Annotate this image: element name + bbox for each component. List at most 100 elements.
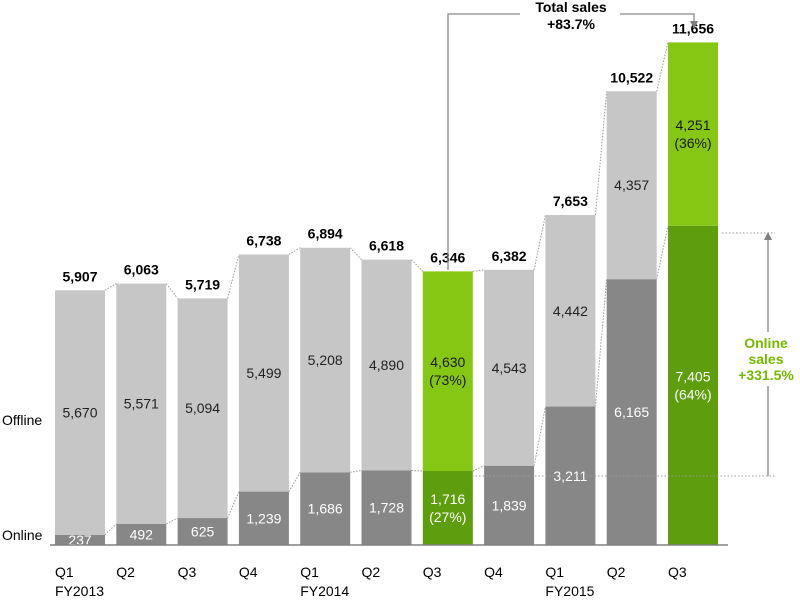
online-growth-title-2: sales (748, 351, 783, 367)
offline-label-2: 5,094 (185, 400, 220, 416)
connector-online-0 (104, 523, 117, 536)
online-pct-label-10: (64%) (674, 386, 711, 402)
bar-online-10 (668, 225, 718, 545)
total-label-5: 6,618 (369, 238, 404, 254)
total-label-1: 6,063 (124, 262, 159, 278)
online-label-3: 1,239 (246, 510, 281, 526)
connector-online-6 (472, 465, 485, 472)
bar-offline-1 (116, 283, 167, 524)
bar-online-6 (422, 471, 473, 545)
connector-online-8 (594, 279, 608, 407)
connector-top-6 (472, 269, 485, 272)
total-label-8: 7,653 (553, 193, 588, 209)
offline-pct-label-10: (36%) (674, 135, 711, 151)
online-label-2: 625 (191, 524, 215, 540)
online-pct-label-6: (27%) (429, 509, 466, 525)
offline-label-4: 5,208 (308, 352, 343, 368)
bar-online-5 (361, 470, 412, 545)
connector-online-2 (227, 491, 240, 519)
x-tick-label-7-0: Q4 (484, 564, 503, 580)
online-label-5: 1,728 (369, 500, 404, 516)
x-tick-label-6-0: Q3 (423, 564, 442, 580)
series-label-online: Online (2, 527, 43, 543)
connector-top-8 (594, 91, 608, 216)
offline-label-0: 5,670 (62, 405, 97, 421)
x-tick-label-9-0: Q2 (607, 564, 626, 580)
offline-label-7: 4,543 (492, 360, 527, 376)
x-tick-label-5-0: Q2 (362, 564, 381, 580)
bar-online-3 (238, 491, 289, 545)
offline-label-3: 5,499 (246, 365, 281, 381)
series-label-offline: Offline (2, 412, 42, 428)
online-label-1: 492 (130, 526, 154, 542)
total-growth-label-bg (520, 0, 620, 32)
bar-online-0 (55, 534, 105, 545)
online-label-7: 1,839 (492, 497, 527, 513)
connector-top-3 (288, 247, 301, 255)
bar-offline-2 (177, 298, 228, 519)
bar-connector-lines (104, 42, 669, 536)
offline-label-1: 5,571 (124, 396, 159, 412)
total-label-4: 6,894 (308, 226, 343, 242)
total-growth-value: +83.7% (547, 16, 595, 32)
total-label-2: 5,719 (185, 276, 220, 292)
x-tick-label-4-1: FY2014 (300, 583, 349, 599)
total-label-0: 5,907 (62, 268, 97, 284)
connector-top-7 (533, 214, 546, 270)
bar-offline-0 (55, 290, 105, 535)
bar-offline-6 (422, 271, 473, 472)
bar-offline-10 (668, 42, 718, 226)
offline-label-6: 4,630 (430, 354, 465, 370)
total-label-7: 6,382 (492, 248, 527, 264)
x-tick-label-3-0: Q4 (239, 564, 258, 580)
connector-online-5 (411, 469, 423, 472)
connector-online-1 (166, 517, 178, 525)
online-label-0: 237 (68, 532, 92, 548)
offline-pct-label-6: (73%) (429, 372, 466, 388)
connector-top-1 (165, 283, 178, 299)
connector-online-4 (350, 469, 362, 473)
connector-top-4 (349, 247, 362, 260)
bar-offline-7 (484, 269, 535, 466)
online-label-4: 1,686 (308, 501, 343, 517)
x-tick-label-8-1: FY2015 (545, 583, 594, 599)
bar-offline-9 (606, 91, 657, 280)
x-tick-label-2-0: Q3 (178, 564, 197, 580)
connector-online-3 (288, 472, 301, 492)
bar-online-1 (116, 523, 167, 545)
connector-top-5 (411, 259, 424, 272)
offline-label-10: 4,251 (675, 117, 710, 133)
x-tick-label-1-0: Q2 (116, 564, 135, 580)
offline-label-9: 4,357 (614, 177, 649, 193)
bar-online-7 (484, 465, 535, 545)
online-label-9: 6,165 (614, 404, 649, 420)
connector-online-9 (656, 225, 669, 280)
x-tick-label-4-0: Q1 (300, 564, 319, 580)
x-tick-label-8-0: Q1 (545, 564, 564, 580)
connector-top-0 (104, 283, 117, 291)
offline-label-8: 4,442 (553, 303, 588, 319)
total-label-10: 11,656 (672, 20, 714, 36)
connector-top-2 (227, 254, 240, 299)
total-label-3: 6,738 (246, 232, 281, 248)
x-tick-label-0-0: Q1 (55, 564, 74, 580)
bar-online-2 (177, 518, 228, 545)
online-growth-title-1: Online (744, 335, 788, 351)
x-tick-label-0-1: FY2013 (55, 583, 104, 599)
bar-offline-5 (361, 259, 412, 471)
online-growth-label-bg (732, 332, 800, 386)
connector-online-7 (533, 406, 546, 466)
bar-online-9 (606, 279, 657, 545)
bar-offline-8 (545, 215, 596, 407)
bar-offline-3 (238, 254, 289, 492)
total-label-9: 10,522 (610, 69, 653, 85)
connector-top-9 (656, 42, 669, 92)
x-tick-label-10-0: Q3 (668, 564, 687, 580)
online-label-6: 1,716 (430, 491, 465, 507)
offline-label-5: 4,890 (369, 357, 404, 373)
total-growth-title: Total sales (535, 0, 607, 15)
online-growth-value: +331.5% (738, 367, 794, 383)
online-label-10: 7,405 (675, 368, 710, 384)
value-labels-group: 5,907 5,670 237 6,063 5,571 492 5,719 5,094 625 6… (62, 20, 714, 547)
